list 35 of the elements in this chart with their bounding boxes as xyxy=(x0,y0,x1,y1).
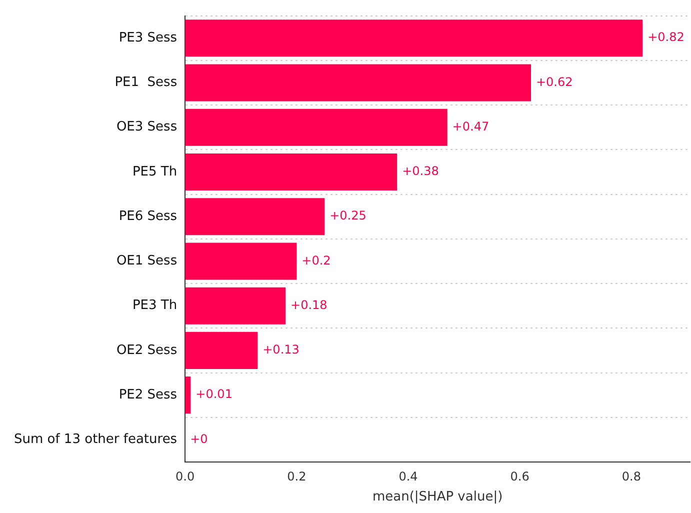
bar xyxy=(185,287,286,324)
y-tick-label: PE2 Sess xyxy=(118,387,178,402)
bar xyxy=(185,376,191,414)
bar xyxy=(185,198,325,236)
y-tick-label: Sum of 13 other features xyxy=(14,432,178,448)
bar xyxy=(185,242,297,280)
y-tick-label: OE1 Sess xyxy=(116,254,178,269)
y-tick-label: OE2 Sess xyxy=(116,342,178,358)
y-tick-label: PE3 Sess xyxy=(118,30,178,46)
x-axis-title: mean(|SHAP value|) xyxy=(372,490,503,505)
data-label: +0.62 xyxy=(536,74,573,89)
data-label: +0.18 xyxy=(290,298,328,312)
data-label: +0.25 xyxy=(330,208,366,223)
y-tick-label: PE6 Sess xyxy=(118,208,178,224)
bar xyxy=(185,20,643,57)
data-label: +0.38 xyxy=(402,164,439,178)
data-label: +0.47 xyxy=(452,119,490,134)
bar xyxy=(185,64,531,102)
y-tick-label: PE5 Th xyxy=(132,164,178,180)
data-label: +0 xyxy=(190,432,208,446)
x-tick-label: 0.8 xyxy=(622,469,641,484)
data-label: +0.01 xyxy=(196,387,232,402)
x-tick-label: 0.0 xyxy=(176,469,195,484)
x-tick-label: 0.6 xyxy=(510,469,530,484)
data-label: +0.13 xyxy=(262,342,300,357)
y-tick-label: PE3 Th xyxy=(132,298,178,314)
bar xyxy=(185,332,258,369)
bar xyxy=(185,153,398,190)
x-tick-label: 0.2 xyxy=(287,469,306,484)
y-tick-label: PE1 Sess xyxy=(114,75,178,90)
data-label: +0.2 xyxy=(302,253,331,268)
y-tick-label: OE3 Sess xyxy=(116,120,178,135)
data-label: +0.82 xyxy=(648,30,684,44)
x-tick-label: 0.4 xyxy=(398,469,418,484)
bar xyxy=(185,108,448,146)
